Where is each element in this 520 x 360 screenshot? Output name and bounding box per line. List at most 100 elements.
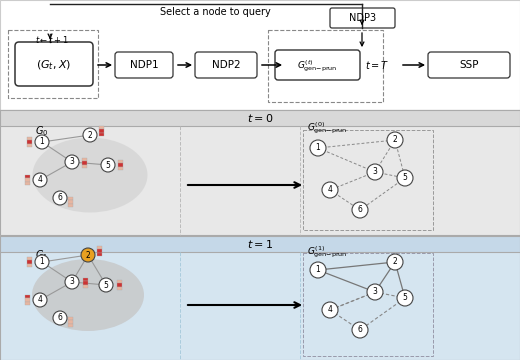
Text: 6: 6 [358,206,362,215]
Text: $t = 0$: $t = 0$ [247,112,273,124]
Bar [24,179,30,181]
Bar [27,144,32,147]
Text: 1: 1 [40,138,44,147]
Bar [97,246,101,249]
Text: $t = T$: $t = T$ [365,59,389,71]
Text: 2: 2 [88,130,93,139]
Ellipse shape [32,138,148,212]
Circle shape [352,202,368,218]
Bar [268,30,383,102]
Ellipse shape [32,259,144,331]
Text: Select a node to query: Select a node to query [160,7,270,17]
Bar [27,257,32,260]
Text: 1: 1 [316,144,320,153]
Bar [97,253,101,256]
Text: 4: 4 [37,175,43,184]
Bar [82,158,86,161]
Bar [68,204,72,207]
Text: 6: 6 [58,194,62,202]
Text: $t \leftarrow t+1$: $t \leftarrow t+1$ [35,34,69,45]
Bar [118,167,123,170]
Bar [83,285,87,288]
Bar [68,324,72,327]
Bar [27,137,32,140]
Text: 4: 4 [37,296,43,305]
Bar [0,236,520,360]
Bar [82,165,86,168]
Bar [118,160,123,163]
Circle shape [367,164,383,180]
Circle shape [99,278,113,292]
FancyBboxPatch shape [195,52,257,78]
Circle shape [387,254,403,270]
Bar [0,0,520,110]
Bar [98,129,103,132]
Circle shape [53,191,67,205]
Circle shape [310,262,326,278]
Text: 4: 4 [328,185,332,194]
Text: $G_0$: $G_0$ [35,124,48,138]
Bar [68,320,72,324]
Bar [27,264,32,267]
Text: $(G_t, X)$: $(G_t, X)$ [36,58,72,72]
Text: 6: 6 [358,325,362,334]
Bar [8,30,98,98]
Circle shape [352,322,368,338]
Text: 1: 1 [316,266,320,274]
Text: 2: 2 [393,257,397,266]
Bar [83,282,87,285]
FancyBboxPatch shape [15,42,93,86]
Circle shape [322,302,338,318]
Text: NDP1: NDP1 [129,60,158,70]
Text: NDP3: NDP3 [349,13,376,23]
Text: $G^{(t)}_{\mathrm{gen{-}prun}}$: $G^{(t)}_{\mathrm{gen{-}prun}}$ [297,58,337,74]
Bar [98,126,103,129]
Bar [68,317,72,320]
Bar [27,260,32,264]
Text: 5: 5 [106,161,110,170]
Text: 3: 3 [70,278,74,287]
Bar [303,253,433,356]
Bar [0,110,520,126]
FancyBboxPatch shape [275,50,360,80]
Text: 5: 5 [103,280,109,289]
Text: 5: 5 [402,174,408,183]
Text: $G^{(0)}_{\mathrm{gen{-}prun}}$: $G^{(0)}_{\mathrm{gen{-}prun}}$ [307,120,347,135]
FancyBboxPatch shape [428,52,510,78]
Bar [116,287,122,290]
Text: SSP: SSP [459,60,479,70]
Text: $G_1$: $G_1$ [35,248,48,262]
Circle shape [33,173,47,187]
Text: 3: 3 [372,167,378,176]
Circle shape [310,140,326,156]
Circle shape [33,293,47,307]
Text: 4: 4 [328,306,332,315]
Bar [82,161,86,165]
Circle shape [397,170,413,186]
Circle shape [65,275,79,289]
Text: 5: 5 [402,293,408,302]
Circle shape [322,182,338,198]
Bar [24,298,30,302]
Bar [98,133,103,136]
Circle shape [83,128,97,142]
Bar [24,302,30,305]
Text: $G^{(1)}_{\mathrm{gen{-}prun}}$: $G^{(1)}_{\mathrm{gen{-}prun}}$ [307,244,347,260]
Bar [68,201,72,204]
Bar [24,295,30,298]
Circle shape [367,284,383,300]
Text: 1: 1 [40,257,44,266]
FancyBboxPatch shape [330,8,395,28]
Bar [0,236,520,252]
Text: NDP2: NDP2 [212,60,240,70]
Circle shape [35,135,49,149]
Bar [118,163,123,167]
Bar [24,182,30,185]
Circle shape [53,311,67,325]
Text: 3: 3 [372,288,378,297]
Text: 2: 2 [86,251,90,260]
Circle shape [35,255,49,269]
Circle shape [387,132,403,148]
Circle shape [397,290,413,306]
Text: 3: 3 [70,158,74,166]
